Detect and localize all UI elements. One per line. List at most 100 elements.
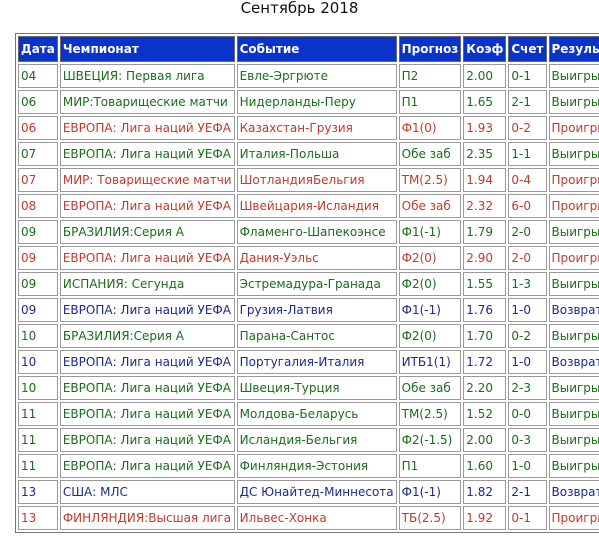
- cell-score: 0-0: [508, 402, 547, 426]
- bets-table: Дата Чемпионат Событие Прогноз Коэф Счет…: [15, 33, 599, 533]
- table-row: 10 ЕВРОПА: Лига наций УЕФА Португалия-Итал…: [18, 350, 599, 374]
- cell-date: 06: [18, 116, 58, 140]
- cell-forecast: Ф1(-1): [398, 220, 462, 244]
- cell-league: ЕВРОПА: Лига наций УЕФА: [59, 298, 235, 322]
- cell-league: ЕВРОПА: Лига наций УЕФА: [59, 402, 235, 426]
- cell-odds: 1.92: [463, 506, 507, 530]
- cell-league: МИР:Товарищеские матчи: [59, 90, 235, 114]
- cell-score: 2-1: [508, 480, 547, 504]
- table-row: 09 ИСПАНИЯ: Сегунда Эстремадура-Гранада Ф2(…: [18, 272, 599, 296]
- cell-forecast: ТБ(2.5): [398, 506, 462, 530]
- cell-score: 1-1: [508, 142, 547, 166]
- cell-odds: 1.94: [463, 168, 507, 192]
- cell-league: США: МЛС: [59, 480, 235, 504]
- cell-result: Выигрыш: [548, 220, 599, 244]
- cell-score: 0-4: [508, 168, 547, 192]
- cell-forecast: Ф2(0): [398, 324, 462, 348]
- cell-forecast: ТМ(2.5): [398, 402, 462, 426]
- table-row: 11 ЕВРОПА: Лига наций УЕФА Финляндия-Эстон…: [18, 454, 599, 478]
- table-row: 11 ЕВРОПА: Лига наций УЕФА Исландия-Бельги…: [18, 428, 599, 452]
- cell-date: 07: [18, 168, 58, 192]
- cell-score: 2-0: [508, 246, 547, 270]
- header-date: Дата: [18, 36, 58, 62]
- cell-forecast: Обе заб: [398, 376, 462, 400]
- table-row: 09 ЕВРОПА: Лига наций УЕФА Дания-Уэльс Ф2(0…: [18, 246, 599, 270]
- cell-league: ЕВРОПА: Лига наций УЕФА: [59, 376, 235, 400]
- cell-date: 11: [18, 402, 58, 426]
- cell-event: Грузия-Латвия: [236, 298, 397, 322]
- cell-result: Выигрыш: [548, 376, 599, 400]
- cell-result: Выигрыш: [548, 142, 599, 166]
- cell-league: ФИНЛЯНДИЯ:Высшая лига: [59, 506, 235, 530]
- cell-league: ЕВРОПА: Лига наций УЕФА: [59, 246, 235, 270]
- cell-date: 09: [18, 246, 58, 270]
- cell-league: ЕВРОПА: Лига наций УЕФА: [59, 142, 235, 166]
- cell-league: ЕВРОПА: Лига наций УЕФА: [59, 350, 235, 374]
- cell-score: 6-0: [508, 194, 547, 218]
- cell-result: Возврат: [548, 298, 599, 322]
- cell-date: 07: [18, 142, 58, 166]
- cell-odds: 2.00: [463, 428, 507, 452]
- page-title: Сентябрь 2018: [240, 0, 359, 17]
- cell-forecast: П2: [398, 64, 462, 88]
- cell-event: Дания-Уэльс: [236, 246, 397, 270]
- cell-result: Проигрыш: [548, 506, 599, 530]
- cell-event: ШотландияБельгия: [236, 168, 397, 192]
- table-row: 06 МИР:Товарищеские матчи Нидерланды-Перу П…: [18, 90, 599, 114]
- cell-forecast: Ф1(0): [398, 116, 462, 140]
- cell-result: Проигрыш: [548, 116, 599, 140]
- cell-league: ЕВРОПА: Лига наций УЕФА: [59, 194, 235, 218]
- cell-odds: 2.00: [463, 64, 507, 88]
- cell-score: 0-1: [508, 64, 547, 88]
- cell-score: 2-1: [508, 90, 547, 114]
- cell-score: 1-0: [508, 298, 547, 322]
- table-row: 07 ЕВРОПА: Лига наций УЕФА Италия-Польша Об…: [18, 142, 599, 166]
- cell-result: Проигрыш: [548, 194, 599, 218]
- cell-result: Выигрыш: [548, 454, 599, 478]
- cell-date: 06: [18, 90, 58, 114]
- cell-event: Швеция-Турция: [236, 376, 397, 400]
- cell-odds: 1.52: [463, 402, 507, 426]
- cell-league: МИР: Товарищеские матчи: [59, 168, 235, 192]
- cell-league: БРАЗИЛИЯ:Серия А: [59, 324, 235, 348]
- cell-event: ДС Юнайтед-Миннесота: [236, 480, 397, 504]
- cell-forecast: П1: [398, 90, 462, 114]
- cell-result: Выигрыш: [548, 272, 599, 296]
- cell-date: 11: [18, 454, 58, 478]
- cell-score: 2-3: [508, 376, 547, 400]
- cell-forecast: Ф2(0): [398, 272, 462, 296]
- cell-forecast: Ф1(-1): [398, 480, 462, 504]
- table-body: 04 ШВЕЦИЯ: Первая лига Евле-Эргрюте П2 2.00 0…: [18, 64, 599, 530]
- cell-result: Выигрыш: [548, 428, 599, 452]
- header-league: Чемпионат: [59, 36, 235, 62]
- cell-odds: 1.93: [463, 116, 507, 140]
- header-score: Счет: [508, 36, 547, 62]
- cell-date: 13: [18, 480, 58, 504]
- cell-event: Швейцария-Исландия: [236, 194, 397, 218]
- cell-result: Возврат: [548, 350, 599, 374]
- cell-event: Фламенго-Шапекоэнсе: [236, 220, 397, 244]
- cell-league: ЕВРОПА: Лига наций УЕФА: [59, 428, 235, 452]
- cell-result: Выигрыш: [548, 64, 599, 88]
- cell-odds: 2.32: [463, 194, 507, 218]
- cell-event: Евле-Эргрюте: [236, 64, 397, 88]
- cell-league: ЕВРОПА: Лига наций УЕФА: [59, 116, 235, 140]
- cell-odds: 1.55: [463, 272, 507, 296]
- cell-score: 2-0: [508, 220, 547, 244]
- cell-date: 11: [18, 428, 58, 452]
- cell-event: Исландия-Бельгия: [236, 428, 397, 452]
- cell-forecast: Обе заб: [398, 194, 462, 218]
- cell-forecast: ТМ(2.5): [398, 168, 462, 192]
- cell-score: 0-2: [508, 116, 547, 140]
- table-header-row: Дата Чемпионат Событие Прогноз Коэф Счет…: [18, 36, 599, 62]
- cell-date: 10: [18, 324, 58, 348]
- cell-result: Проигрыш: [548, 246, 599, 270]
- cell-date: 08: [18, 194, 58, 218]
- cell-odds: 1.82: [463, 480, 507, 504]
- table-row: 08 ЕВРОПА: Лига наций УЕФА Швейцария-Ислан…: [18, 194, 599, 218]
- table-row: 07 МИР: Товарищеские матчи ШотландияБельги…: [18, 168, 599, 192]
- cell-league: ЕВРОПА: Лига наций УЕФА: [59, 454, 235, 478]
- cell-date: 09: [18, 298, 58, 322]
- cell-odds: 1.65: [463, 90, 507, 114]
- cell-forecast: ИТБ1(1): [398, 350, 462, 374]
